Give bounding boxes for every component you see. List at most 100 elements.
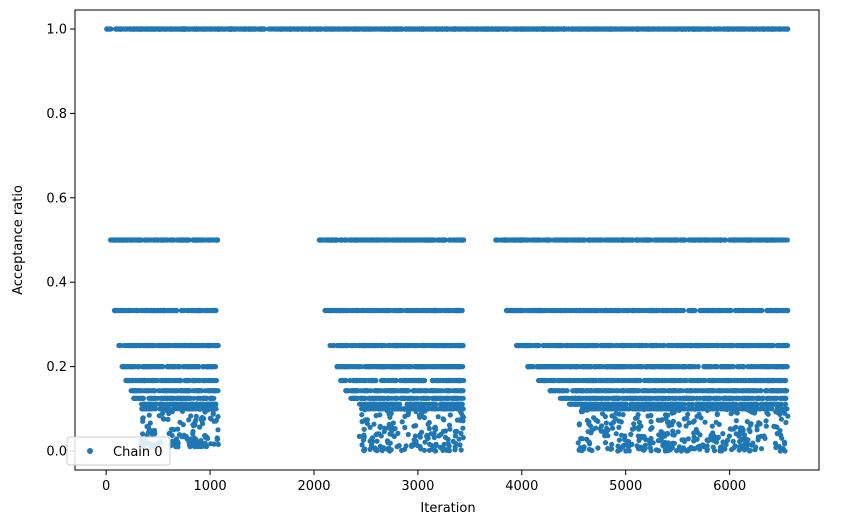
data-point	[152, 237, 158, 243]
data-point	[173, 443, 179, 449]
data-point	[138, 307, 144, 314]
data-point	[774, 237, 780, 243]
data-point	[167, 307, 173, 314]
data-point	[402, 424, 408, 431]
data-point	[431, 406, 437, 412]
data-point	[493, 237, 499, 243]
data-point	[180, 364, 186, 370]
data-point	[152, 406, 158, 412]
data-point	[392, 307, 398, 314]
data-point	[327, 307, 333, 314]
data-point	[577, 237, 584, 243]
data-point	[619, 237, 625, 243]
data-point	[577, 26, 583, 32]
data-point	[454, 428, 460, 434]
data-point	[430, 401, 436, 407]
data-point	[703, 307, 709, 314]
data-point	[361, 426, 367, 432]
data-point	[518, 26, 524, 32]
data-point	[438, 307, 445, 314]
data-point	[398, 377, 404, 384]
data-point	[401, 342, 407, 349]
data-points	[104, 26, 791, 454]
data-point	[413, 401, 419, 407]
data-point	[373, 26, 379, 32]
data-point	[423, 388, 429, 394]
data-point	[135, 342, 141, 349]
data-point	[445, 395, 451, 401]
data-point	[404, 377, 410, 384]
data-point	[460, 425, 466, 431]
data-point	[691, 237, 698, 243]
data-point	[745, 307, 751, 314]
data-point	[367, 438, 373, 444]
data-point	[429, 377, 435, 384]
data-point	[376, 342, 382, 349]
data-point	[151, 388, 158, 394]
data-point	[416, 377, 422, 384]
data-point	[395, 26, 401, 32]
data-point	[663, 307, 669, 314]
data-point	[678, 307, 684, 314]
data-point	[404, 388, 411, 394]
data-point	[146, 424, 152, 431]
data-point	[405, 431, 411, 438]
data-point	[413, 388, 419, 394]
data-point	[373, 432, 379, 438]
data-point	[427, 441, 433, 447]
data-point	[135, 364, 141, 370]
data-point	[359, 412, 365, 418]
data-point	[457, 377, 463, 384]
data-point	[190, 431, 196, 437]
data-point	[291, 26, 297, 32]
data-point	[172, 307, 178, 314]
data-point	[425, 435, 431, 441]
data-point	[366, 26, 372, 32]
data-point	[215, 414, 221, 420]
data-point	[419, 429, 425, 435]
data-point	[118, 26, 124, 32]
data-point	[370, 342, 376, 349]
data-point	[419, 412, 425, 418]
data-point	[181, 434, 188, 440]
data-point	[361, 448, 367, 454]
data-point	[509, 307, 516, 314]
data-point	[233, 26, 239, 32]
data-point	[490, 26, 496, 32]
data-point	[629, 307, 635, 314]
data-point	[169, 237, 175, 243]
data-point	[561, 26, 567, 32]
data-point	[180, 422, 186, 428]
data-point	[781, 307, 787, 314]
data-point	[421, 447, 427, 453]
data-point	[383, 388, 389, 394]
data-point	[354, 307, 360, 314]
data-point	[652, 237, 658, 243]
data-point	[214, 437, 220, 443]
data-point	[400, 395, 406, 401]
data-point	[727, 237, 733, 243]
data-point	[369, 401, 375, 407]
data-point	[384, 407, 390, 414]
data-point	[146, 412, 152, 418]
data-point	[525, 307, 531, 314]
data-point	[715, 307, 721, 314]
data-point	[443, 307, 449, 314]
data-point	[388, 447, 394, 453]
data-point	[494, 26, 500, 32]
data-point	[145, 307, 151, 314]
data-point	[138, 26, 144, 32]
data-point	[203, 307, 209, 314]
data-point	[335, 364, 341, 370]
data-point	[362, 407, 368, 413]
data-point	[364, 388, 370, 394]
data-point	[285, 26, 291, 32]
data-point	[125, 364, 131, 370]
data-point	[401, 406, 407, 412]
data-point	[639, 237, 645, 243]
data-point	[338, 237, 344, 243]
data-point	[448, 377, 454, 384]
data-point	[434, 377, 440, 384]
data-point	[197, 424, 203, 430]
data-point	[138, 237, 144, 243]
